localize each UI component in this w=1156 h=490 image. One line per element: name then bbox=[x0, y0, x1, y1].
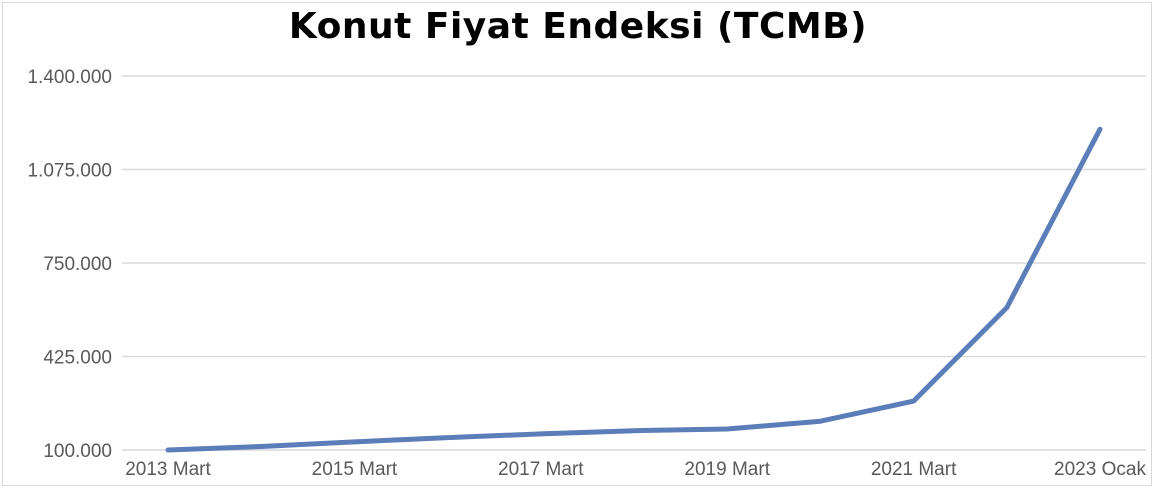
x-tick-label: 2015 Mart bbox=[312, 459, 398, 480]
y-tick-label: 1.400.000 bbox=[27, 67, 112, 88]
x-tick-label: 2023 Ocak bbox=[1054, 459, 1146, 480]
x-tick-label: 2017 Mart bbox=[498, 459, 584, 480]
y-tick-label: 1.075.000 bbox=[27, 161, 112, 182]
series-line bbox=[165, 126, 1103, 453]
x-tick-label: 2019 Mart bbox=[684, 459, 770, 480]
y-tick-label: 425.000 bbox=[43, 348, 112, 369]
y-tick-label: 750.000 bbox=[43, 254, 112, 275]
x-tick-label: 2021 Mart bbox=[871, 459, 957, 480]
y-tick-label: 100.000 bbox=[43, 441, 112, 462]
chart-title: Konut Fiyat Endeksi (TCMB) bbox=[288, 6, 868, 47]
x-tick-label: 2013 Mart bbox=[125, 459, 211, 480]
